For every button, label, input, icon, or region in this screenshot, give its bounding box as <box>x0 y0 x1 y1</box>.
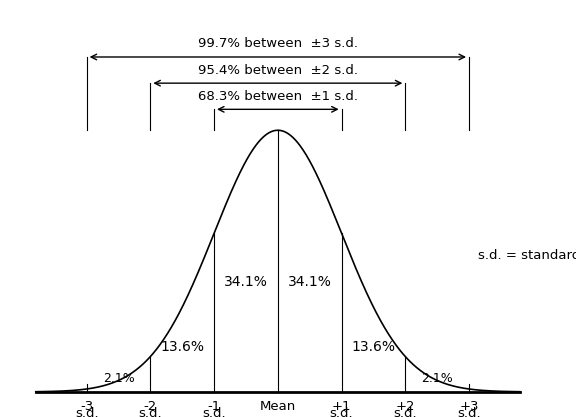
Text: -2: -2 <box>144 400 157 413</box>
Text: -1: -1 <box>207 400 221 413</box>
Text: s.d.: s.d. <box>75 407 98 417</box>
Text: s.d.: s.d. <box>139 407 162 417</box>
Text: 99.7% between  ±3 s.d.: 99.7% between ±3 s.d. <box>198 38 358 50</box>
Text: 34.1%: 34.1% <box>224 275 268 289</box>
Text: +1: +1 <box>332 400 351 413</box>
Text: s.d.: s.d. <box>393 407 417 417</box>
Text: 2.1%: 2.1% <box>103 372 134 385</box>
Text: s.d.: s.d. <box>202 407 226 417</box>
Text: 13.6%: 13.6% <box>160 340 204 354</box>
Text: s.d.: s.d. <box>457 407 481 417</box>
Text: +2: +2 <box>396 400 415 413</box>
Text: 34.1%: 34.1% <box>288 275 332 289</box>
Text: -3: -3 <box>80 400 93 413</box>
Text: 95.4% between  ±2 s.d.: 95.4% between ±2 s.d. <box>198 64 358 77</box>
Text: +3: +3 <box>459 400 479 413</box>
Text: Mean: Mean <box>260 400 296 413</box>
Text: 13.6%: 13.6% <box>351 340 395 354</box>
Text: 68.3% between  ±1 s.d.: 68.3% between ±1 s.d. <box>198 90 358 103</box>
Text: s.d. = standard deviation: s.d. = standard deviation <box>479 249 576 262</box>
Text: 2.1%: 2.1% <box>421 372 453 385</box>
Text: s.d.: s.d. <box>329 407 353 417</box>
